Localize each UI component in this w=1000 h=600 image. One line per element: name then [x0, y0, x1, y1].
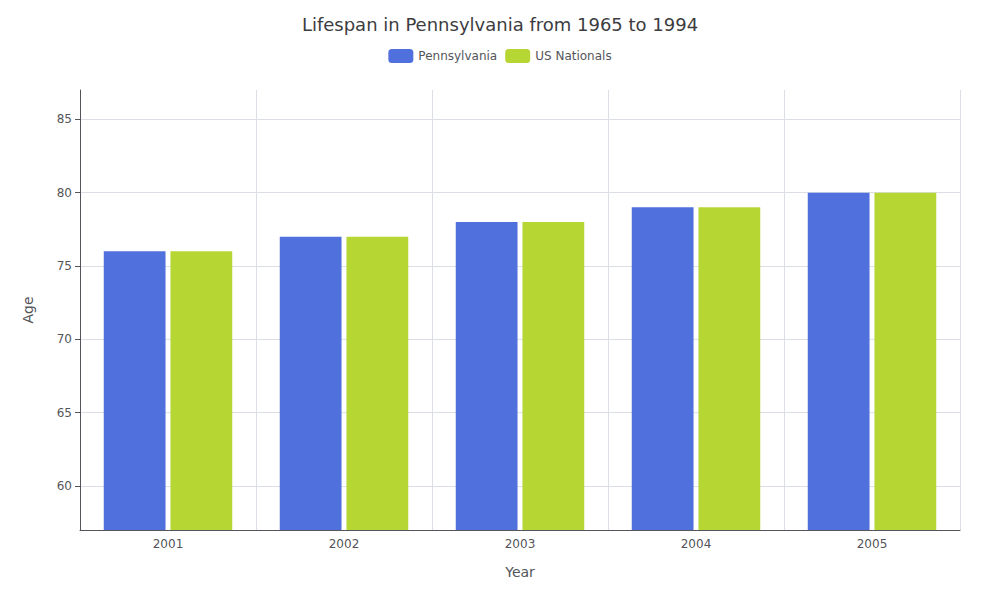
- svg-text:2005: 2005: [857, 537, 888, 551]
- svg-text:80: 80: [57, 186, 72, 200]
- svg-text:2001: 2001: [153, 537, 184, 551]
- svg-text:65: 65: [57, 406, 72, 420]
- svg-text:2002: 2002: [329, 537, 360, 551]
- svg-text:85: 85: [57, 112, 72, 126]
- svg-text:US Nationals: US Nationals: [535, 49, 611, 63]
- svg-text:2004: 2004: [681, 537, 712, 551]
- svg-text:60: 60: [57, 479, 72, 493]
- svg-text:Lifespan in Pennsylvania from: Lifespan in Pennsylvania from 1965 to 19…: [302, 14, 698, 35]
- svg-text:2003: 2003: [505, 537, 536, 551]
- svg-text:75: 75: [57, 259, 72, 273]
- svg-text:Year: Year: [504, 564, 535, 580]
- svg-text:Age: Age: [20, 296, 36, 323]
- svg-text:Pennsylvania: Pennsylvania: [418, 49, 497, 63]
- svg-text:70: 70: [57, 332, 72, 346]
